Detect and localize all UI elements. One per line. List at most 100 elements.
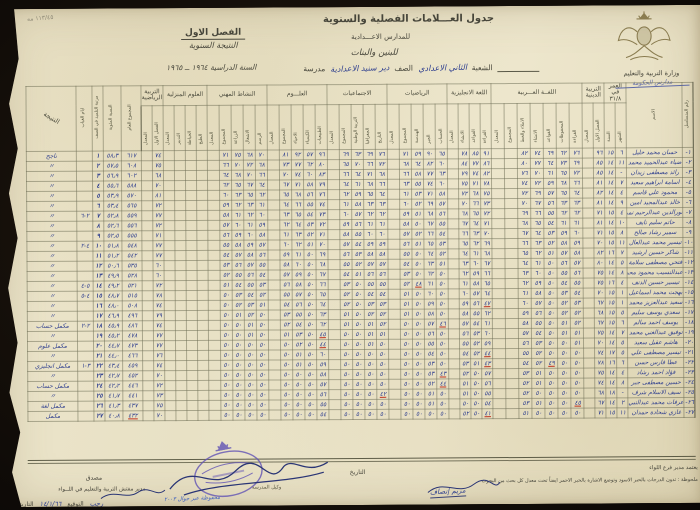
ar-cell	[505, 258, 518, 268]
pencil-note: ١١٣/٤٥ مه	[26, 13, 54, 23]
so-cell: ٥٧	[364, 259, 376, 269]
so-cell: ٥٠	[377, 369, 389, 379]
ho-cell	[164, 250, 175, 260]
en-cell: ٥٢	[460, 409, 471, 419]
rk-cell: ١٨	[93, 321, 104, 331]
ma-cell: ٥٧	[400, 229, 412, 239]
pe-cell: ٧٨	[153, 291, 164, 301]
ho-cell	[186, 250, 197, 260]
ag-cell: ١٥	[606, 318, 617, 328]
so-cell: ٤٢	[377, 389, 389, 399]
nm-cell: هاشم عقيل سعيد	[628, 337, 684, 347]
vo-cell: ٦٨	[232, 170, 244, 180]
ho-cell	[174, 150, 185, 160]
sc-cell	[268, 290, 280, 300]
ma-cell: ٥١	[436, 259, 448, 269]
ar-cell: ٥٥	[570, 278, 583, 288]
en-cell: ٥٠	[471, 389, 482, 399]
sc-cell: ٥٠	[305, 320, 317, 330]
so-cell: ٧٢	[376, 159, 388, 169]
vo-cell: ٥٠	[257, 330, 269, 340]
pe-cell	[142, 291, 153, 301]
subcolumn-ma: الجبر	[423, 104, 435, 149]
ar-cell: ٥٠	[558, 338, 571, 348]
so-cell: ٥٢	[364, 309, 376, 319]
so-cell: ٥٠	[353, 379, 365, 389]
vo-cell: ٥٤	[220, 250, 232, 260]
sc-cell: ٦٠	[280, 240, 292, 250]
sc-cell	[268, 180, 280, 190]
ag-cell: ٥	[617, 338, 628, 348]
ag-cell: ١٤	[606, 338, 617, 348]
ma-cell: ٧١	[424, 189, 436, 199]
vo-cell: ٥٠	[221, 380, 233, 390]
ar-cell: ٥٧	[519, 328, 532, 338]
sc-cell	[269, 330, 281, 340]
ma-cell: ٥٠	[436, 269, 448, 279]
pe-cell	[142, 331, 153, 341]
ar-cell: ٥٢	[532, 358, 545, 368]
sc-cell	[268, 280, 280, 290]
ho-cell	[165, 350, 176, 360]
ar-cell: ٥٢	[558, 308, 571, 318]
ar-cell: ٥٤	[519, 358, 532, 368]
en-cell	[449, 329, 460, 339]
vo-cell: ٥٥	[232, 270, 244, 280]
semester-block: الفصل الاول النتيجة السنوية	[153, 19, 273, 50]
vo-cell: ٥٤	[244, 290, 256, 300]
subcolumn-ag: السنة	[604, 103, 615, 148]
certified-label: مصدق	[85, 474, 103, 482]
ar-cell: ٥١	[519, 408, 532, 418]
rel-cell	[584, 348, 595, 358]
so-cell: ٥٧	[340, 239, 352, 249]
sc-cell: ٥٦	[292, 300, 304, 310]
ar-cell: ٥٠	[545, 298, 558, 308]
vo-cell: ٥٠	[221, 360, 233, 370]
en-cell: ٥٨	[460, 309, 471, 319]
pe-cell	[143, 411, 154, 421]
tot-cell: ٥٥٩	[122, 211, 142, 221]
ho-cell	[164, 230, 175, 240]
en-cell: ٤٤	[482, 349, 493, 359]
ab-cell	[76, 151, 92, 161]
ministry-label: وزارة التربية والتعليم	[623, 69, 680, 78]
so-cell: ٥٥	[364, 279, 376, 289]
rel-cell	[583, 198, 594, 208]
ar-cell: ٤٩	[545, 358, 558, 368]
so-cell	[328, 149, 340, 159]
ho-cell	[197, 250, 208, 260]
hashemite-coat-of-arms-icon	[611, 9, 677, 67]
ag-cell: ١٦	[606, 358, 617, 368]
tot-cell: ٥٦٥	[122, 201, 142, 211]
rel-cell: ٦٨	[595, 388, 606, 398]
rk-cell: ٢٠	[93, 341, 104, 351]
sc-cell: ٦٢	[292, 240, 304, 250]
ar-cell: ٥٤	[532, 328, 545, 338]
ag-cell: ١٥	[605, 208, 616, 218]
vo-cell: ٧٠	[255, 150, 267, 160]
en-cell: ٥٤	[460, 349, 471, 359]
ma-cell: ٦٨	[400, 159, 412, 169]
pe-cell	[142, 181, 153, 191]
ar-cell: ٥٧	[544, 188, 557, 198]
ar-cell	[506, 318, 519, 328]
rel-cell: ٧١	[594, 208, 605, 218]
n-cell: ٢١-	[685, 348, 694, 356]
ar-cell: ٥٩	[519, 308, 532, 318]
ar-cell: ٨٢	[518, 148, 531, 158]
res-cell: مكمل حساب	[28, 381, 78, 391]
sc-cell: ٦١	[292, 250, 304, 260]
vo-cell: ٥٤	[232, 280, 244, 290]
ho-cell	[164, 320, 175, 330]
nm-cell: حسين مصطفى جبر	[628, 377, 684, 387]
ag-cell: ١١	[617, 408, 628, 418]
ar-cell	[493, 368, 506, 378]
sc-cell: ٥٨	[292, 280, 304, 290]
ma-cell: ٦٣	[436, 169, 448, 179]
ma-cell: ٥٠	[401, 359, 413, 369]
pct-cell: ٥٢٫٨	[104, 211, 122, 221]
nm-cell: خالد عبدالمجيد امين	[627, 197, 683, 207]
class-label: الصف	[394, 63, 413, 73]
ar-cell: ٦٥	[518, 248, 531, 258]
en-cell: ٦٤	[470, 219, 481, 229]
